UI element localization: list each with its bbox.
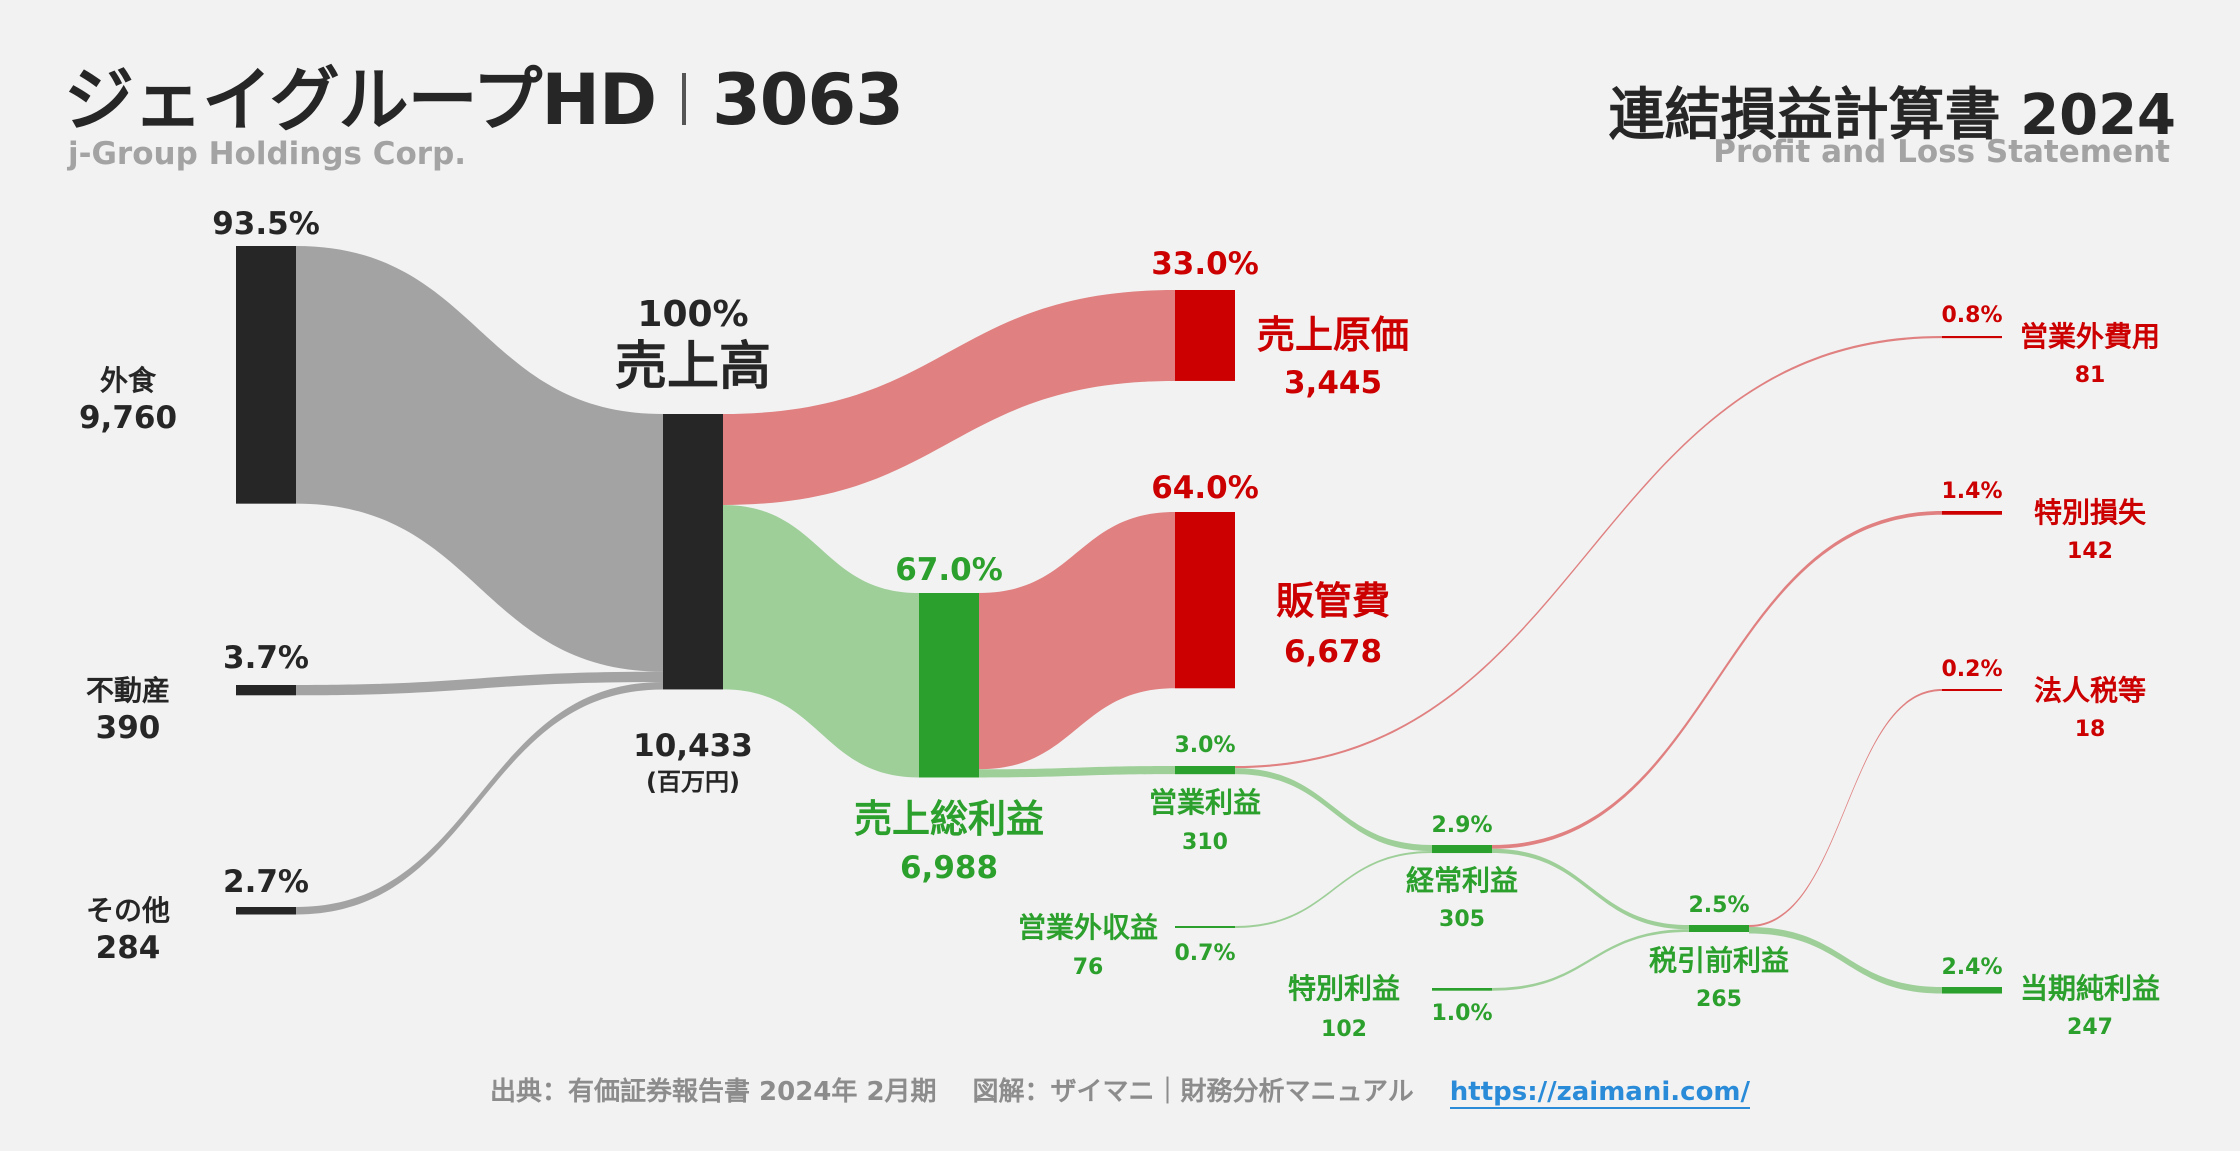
pct-fudosan: 3.7% — [223, 640, 309, 676]
label-hojinzei: 法人税等 — [2034, 674, 2146, 707]
value-junrieki: 247 — [2067, 1015, 2113, 1040]
value-tokubetsu-rieki: 102 — [1321, 1017, 1367, 1042]
ticker-code: 3063 — [712, 59, 904, 141]
value-eigyo: 310 — [1182, 830, 1228, 855]
pct-eigyogai-hiyo: 0.8% — [1941, 303, 2002, 328]
link-eigyo-keijo — [1235, 768, 1432, 852]
link-gaishoku-uriage — [296, 246, 663, 672]
node-sonota — [236, 907, 296, 915]
pct-junrieki: 2.4% — [1941, 955, 2002, 980]
pct-hankan: 64.0% — [1151, 470, 1259, 506]
node-genka — [1175, 290, 1235, 381]
link-arari-hankan — [979, 512, 1175, 770]
value-tokubetsu-sonshitsu: 142 — [2067, 539, 2113, 564]
link-zeimae-junrieki — [1749, 927, 1942, 994]
statement-title: 連結損益計算書 2024 — [1608, 83, 2176, 148]
company-title: ジェイグループHD 3063 — [64, 44, 904, 145]
node-hankan — [1175, 512, 1235, 689]
link-keijo-zeimae — [1492, 848, 1689, 930]
label-eigyo: 営業利益 — [1149, 786, 1261, 819]
node-eigyogai_shueki — [1175, 926, 1235, 929]
value-uriage: 10,433 — [633, 728, 753, 764]
footer-credit: 図解：ザイマニ｜財務分析マニュアル — [972, 1077, 1414, 1107]
pct-eigyogai-shueki: 0.7% — [1174, 941, 1235, 966]
pct-zeimae: 2.5% — [1688, 893, 1749, 918]
node-junrieki — [1942, 987, 2002, 994]
label-keijo: 経常利益 — [1406, 864, 1518, 897]
node-eigyogai_hiyo — [1942, 336, 2002, 339]
value-fudosan: 390 — [96, 710, 161, 746]
value-eigyogai-shueki: 76 — [1073, 955, 1104, 980]
link-uriage-genka — [723, 290, 1175, 505]
pct-genka: 33.0% — [1151, 246, 1259, 282]
pct-sonota: 2.7% — [223, 864, 309, 900]
label-eigyogai-hiyo: 営業外費用 — [2020, 320, 2160, 353]
link-zeimae-hojinzei — [1749, 689, 1942, 927]
pct-keijo: 2.9% — [1431, 813, 1492, 838]
footer-source: 出典：有価証券報告書 2024年 2月期 — [489, 1077, 937, 1107]
node-gaishoku — [236, 246, 296, 504]
label-hankan: 販管費 — [1276, 579, 1390, 623]
label-eigyogai-shueki: 営業外収益 — [1018, 911, 1158, 944]
value-eigyogai-hiyo: 81 — [2075, 363, 2106, 388]
company-name: ジェイグループHD — [64, 59, 657, 141]
node-zeimae — [1689, 925, 1749, 932]
sankey-nodes — [236, 246, 2002, 994]
node-tokubetsu_sonshitsu — [1942, 511, 2002, 515]
label-gaishoku: 外食 — [100, 364, 157, 397]
label-genka: 売上原価 — [1257, 313, 1409, 357]
label-zeimae: 税引前利益 — [1649, 944, 1789, 977]
footer: 出典：有価証券報告書 2024年 2月期 図解：ザイマニ｜財務分析マニュアル htt… — [0, 1071, 2240, 1109]
link-sonota-uriage — [296, 681, 663, 915]
value-hankan: 6,678 — [1284, 634, 1382, 670]
footer-link[interactable]: https://zaimani.com/ — [1449, 1077, 1751, 1109]
company-name-en: j-Group Holdings Corp. — [68, 136, 467, 172]
link-fudosan-uriage — [296, 671, 663, 696]
label-tokubetsu-rieki: 特別利益 — [1288, 972, 1400, 1005]
node-uriage — [663, 414, 723, 690]
statement-subtitle: Profit and Loss Statement — [1713, 134, 2170, 170]
pct-tokubetsu-sonshitsu: 1.4% — [1941, 479, 2002, 504]
label-sonota: その他 — [86, 894, 170, 927]
node-tokubetsu_rieki — [1432, 988, 1492, 991]
value-gaishoku: 9,760 — [79, 400, 177, 436]
pct-hojinzei: 0.2% — [1941, 657, 2002, 682]
pct-arari: 67.0% — [895, 552, 1003, 588]
value-genka: 3,445 — [1284, 365, 1382, 401]
label-arari: 売上総利益 — [854, 797, 1044, 841]
label-uriage: 売上高 — [615, 337, 771, 397]
label-fudosan: 不動産 — [86, 674, 170, 707]
value-hojinzei: 18 — [2075, 717, 2106, 742]
value-arari: 6,988 — [900, 850, 998, 886]
node-keijo — [1432, 845, 1492, 854]
pct-tokubetsu-rieki: 1.0% — [1431, 1001, 1492, 1026]
pct-eigyo: 3.0% — [1174, 733, 1235, 758]
node-fudosan — [236, 685, 296, 696]
title-separator — [682, 72, 687, 125]
node-eigyo — [1175, 766, 1235, 775]
label-junrieki: 当期純利益 — [2020, 972, 2160, 1005]
link-eigyo-eigyogai_hiyo — [1235, 336, 1942, 769]
value-sonota: 284 — [96, 930, 161, 966]
link-uriage-arari — [723, 504, 919, 778]
value-keijo: 305 — [1439, 907, 1485, 932]
link-arari-eigyo — [979, 766, 1175, 778]
unit-label: (百万円) — [646, 768, 740, 796]
value-zeimae: 265 — [1696, 987, 1742, 1012]
node-hojinzei — [1942, 689, 2002, 691]
pct-gaishoku: 93.5% — [212, 206, 320, 242]
sankey-links — [296, 246, 1942, 994]
pct-uriage: 100% — [637, 294, 748, 335]
link-tokubetsu_rieki-zeimae — [1492, 929, 1689, 991]
link-keijo-tokubetsu_sonshitsu — [1492, 511, 1942, 849]
node-arari — [919, 593, 979, 778]
label-tokubetsu-sonshitsu: 特別損失 — [2034, 496, 2147, 529]
link-eigyogai_shueki-keijo — [1235, 851, 1432, 929]
